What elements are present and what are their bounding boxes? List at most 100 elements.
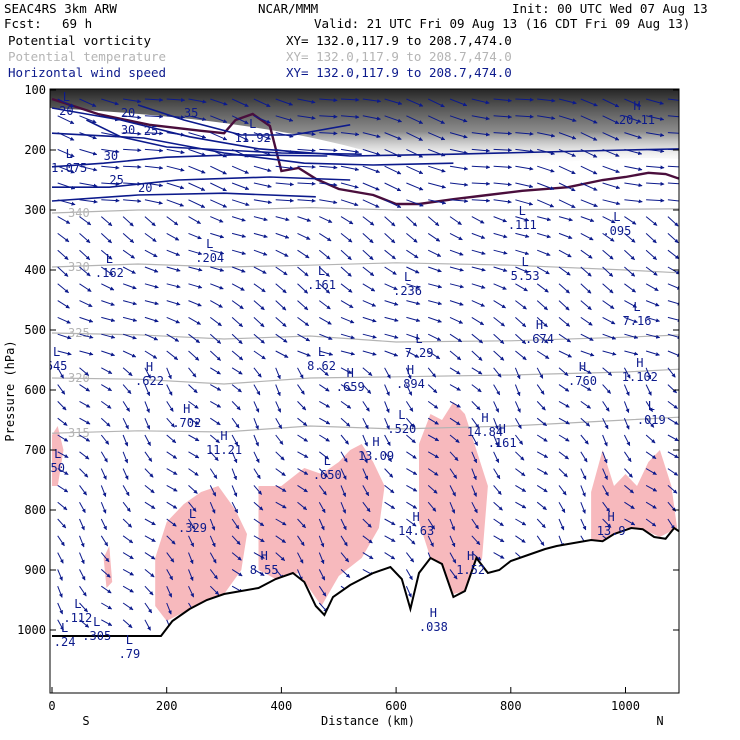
wind-vector [122, 333, 137, 340]
wind-vector [449, 333, 463, 343]
wind-vector [558, 317, 571, 327]
wind-vector [188, 98, 207, 104]
wind-vector [57, 484, 69, 493]
wind-vector [101, 198, 120, 203]
wind-vector [580, 400, 591, 409]
wind-vector [514, 367, 521, 380]
wind-vector [166, 350, 179, 361]
wind-vector [558, 232, 573, 239]
wind-vector [362, 300, 377, 307]
wind-vector [602, 199, 621, 206]
wind-vector [57, 350, 72, 356]
wind-vector [515, 283, 528, 292]
wind-vector [580, 468, 587, 480]
wind-vector [318, 485, 327, 496]
wind-vector [188, 132, 207, 139]
wind-vector [122, 249, 135, 259]
wind-vector [57, 98, 75, 108]
wind-vector [275, 401, 282, 413]
wind-vector [624, 333, 639, 339]
wind-vector [406, 484, 418, 492]
wind-vector [275, 552, 286, 561]
extremum-kind-label: L [61, 621, 68, 635]
wind-vector [449, 132, 468, 139]
wind-vector [319, 199, 338, 205]
fcst-value: 69 h [62, 16, 92, 31]
wind-vector [101, 132, 120, 138]
wind-vector [188, 182, 206, 191]
wind-vector [79, 132, 97, 140]
wind-vector [231, 216, 246, 222]
wind-vector [580, 350, 595, 357]
wind-speed-contour-label: 25 [144, 124, 158, 138]
wind-vector [188, 434, 200, 442]
wind-vector [79, 182, 98, 188]
wind-vector [101, 283, 115, 291]
wind-vector [362, 283, 376, 292]
wind-vector [580, 384, 592, 392]
extremum-kind-label: H [467, 549, 474, 563]
wind-vector [166, 451, 178, 459]
wind-vector [188, 367, 197, 378]
wind-vector [427, 485, 438, 494]
wind-vector [297, 535, 305, 547]
wind-vector [558, 300, 570, 311]
wind-vector [253, 485, 262, 495]
wind-vector [318, 569, 326, 581]
wind-vector [166, 384, 173, 396]
wind-vector [624, 518, 636, 526]
wind-vector [100, 233, 112, 244]
extremum-value-label: 13.09 [358, 449, 394, 463]
extremum-value-label: .162 [95, 266, 124, 280]
wind-vector [515, 182, 534, 189]
wind-vector [471, 518, 479, 530]
wind-vector [275, 165, 294, 171]
fcst-label: Fcst: [4, 16, 42, 31]
extremum-kind-label: H [608, 510, 615, 524]
extremum-kind-label: H [220, 429, 227, 443]
wind-vector [319, 434, 330, 442]
extremum-kind-label: L [519, 204, 526, 218]
wind-vector [297, 384, 305, 395]
wind-vector [580, 249, 593, 259]
wind-vector [188, 216, 201, 225]
extremum-value-label: 50 [51, 461, 65, 475]
wind-vector [188, 569, 194, 581]
y-tick-label: 800 [24, 503, 46, 517]
x-tick-label: 1000 [611, 699, 640, 713]
wind-vector [406, 501, 418, 509]
wind-vector [427, 400, 439, 409]
wind-vector [493, 468, 501, 480]
wind-vector [558, 485, 567, 496]
wind-vector [275, 115, 294, 122]
wind-vector [57, 535, 65, 547]
wind-vector [493, 148, 512, 153]
wind-vector [253, 552, 265, 559]
wind-vector [667, 384, 677, 394]
wind-vector [602, 401, 610, 412]
wind-vector [362, 333, 377, 339]
wind-vector [275, 317, 287, 327]
wind-vector [57, 367, 64, 379]
extremum-kind-label: H [536, 318, 543, 332]
wind-vector [645, 233, 657, 244]
wind-vector [384, 132, 402, 140]
wind-vector [275, 249, 289, 257]
cloud-region [419, 402, 488, 594]
wind-vector [405, 401, 414, 412]
extremum-kind-label: H [347, 366, 354, 380]
wind-vector [427, 434, 440, 442]
wind-vector [144, 283, 159, 289]
wind-vector [144, 131, 164, 136]
wind-vector [340, 97, 360, 102]
wind-vector [297, 333, 311, 342]
wind-vector [536, 300, 548, 311]
wind-vector [558, 367, 569, 376]
wind-vector [602, 148, 620, 157]
wind-vector [362, 485, 370, 497]
wind-vector [210, 199, 228, 208]
y-tick-label: 200 [24, 143, 46, 157]
wind-vector [384, 418, 390, 430]
wind-vector [57, 586, 63, 598]
extremum-value-label: .520 [387, 422, 416, 436]
